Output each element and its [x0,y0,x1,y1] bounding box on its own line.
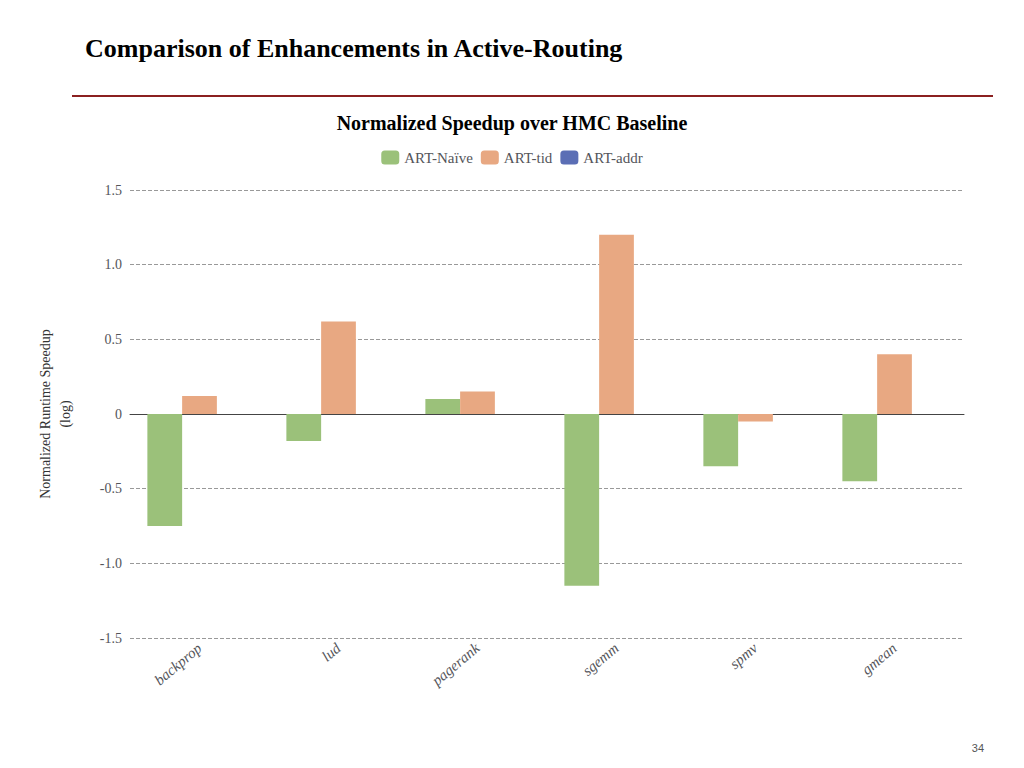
svg-text:sgemm: sgemm [579,640,621,679]
svg-text:gmean: gmean [859,640,900,678]
svg-text:(log): (log) [58,400,74,428]
svg-text:Comparison of Enhancements in: Comparison of Enhancements in Active-Rou… [85,34,622,63]
svg-text:-0.5: -0.5 [100,481,122,496]
svg-text:0.5: 0.5 [105,332,123,347]
svg-text:Normalized Runtime Speedup: Normalized Runtime Speedup [38,329,53,499]
svg-text:ART-addr: ART-addr [583,150,642,166]
svg-text:-1.5: -1.5 [100,631,122,646]
svg-text:lud: lud [319,640,344,665]
svg-text:1.5: 1.5 [105,183,123,198]
svg-text:Normalized Speedup over HMC Ba: Normalized Speedup over HMC Baseline [337,112,688,135]
svg-text:pagerank: pagerank [428,640,483,690]
svg-text:-1.0: -1.0 [100,556,122,571]
svg-text:backprop: backprop [151,640,205,689]
svg-text:spmv: spmv [727,640,761,672]
svg-text:0: 0 [115,407,122,422]
svg-text:ART-tid: ART-tid [504,150,553,166]
svg-text:34: 34 [972,742,984,754]
svg-text:1.0: 1.0 [105,257,123,272]
svg-text:ART-Naïve: ART-Naïve [404,150,473,166]
